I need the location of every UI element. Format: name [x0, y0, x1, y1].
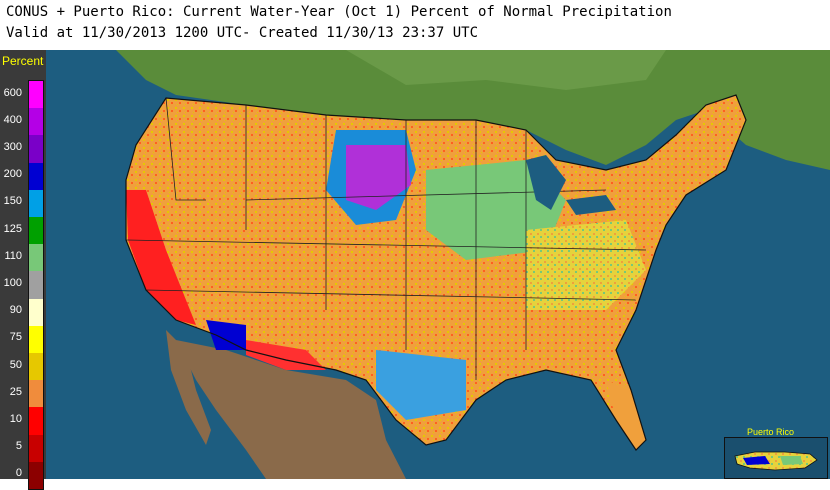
map-title: CONUS + Puerto Rico: Current Water-Year …	[6, 4, 672, 20]
legend-swatch	[29, 244, 43, 272]
legend-swatch	[29, 298, 43, 326]
arizona-wet	[206, 320, 246, 350]
puerto-rico-inset: Puerto Rico	[724, 427, 828, 479]
conus-outline	[125, 94, 747, 451]
legend-swatch	[29, 189, 43, 217]
map-valid-time: Valid at 11/30/2013 1200 UTC- Created 11…	[6, 25, 479, 41]
precip-map	[46, 50, 830, 479]
legend-label: 200	[3, 168, 22, 181]
great-lakes	[526, 155, 616, 215]
baja	[166, 330, 211, 445]
legend-label: 10	[9, 413, 22, 425]
conus	[126, 95, 746, 450]
legend-swatch	[29, 217, 43, 245]
legend-swatch	[29, 162, 43, 190]
canada-north	[346, 50, 666, 90]
legend-label: 125	[3, 222, 22, 235]
legend-label: 100	[3, 277, 22, 289]
percent-legend: Percent 600 400 300 200 150 125 110 100 90 75 50 25…	[0, 50, 46, 490]
east-central	[526, 220, 646, 310]
legend-label: 150	[3, 195, 22, 208]
legend-label: 25	[9, 385, 22, 398]
legend-label: 90	[9, 304, 22, 317]
map-header: CONUS + Puerto Rico: Current Water-Year …	[0, 0, 830, 48]
canada-land	[116, 50, 830, 170]
legend-label: 400	[3, 113, 22, 126]
legend-label: 50	[9, 358, 22, 371]
legend-label: 5	[15, 440, 22, 453]
legend-swatch	[29, 325, 43, 353]
southwest-dry	[246, 340, 326, 370]
legend-swatch	[29, 380, 43, 408]
legend-swatch	[29, 271, 43, 299]
legend-swatch	[29, 353, 43, 381]
northern-plains-max	[346, 145, 411, 210]
legend-swatch	[29, 135, 43, 163]
legend-label: 0	[15, 467, 22, 480]
mexico-land	[176, 340, 406, 479]
legend-label: 75	[9, 331, 22, 344]
legend-label: 300	[3, 141, 22, 153]
legend-label: 600	[3, 86, 22, 99]
legend-swatch	[29, 407, 43, 435]
legend-label: 110	[4, 249, 22, 262]
legend-swatch	[29, 461, 43, 489]
map-canvas	[46, 50, 830, 479]
texas-wet	[376, 350, 466, 420]
california-dry	[126, 190, 196, 325]
inset-title: Puerto Rico	[747, 427, 795, 437]
legend-title: Percent	[2, 54, 44, 68]
florida	[606, 380, 646, 450]
legend-swatch	[29, 434, 43, 462]
puerto-rico-map	[734, 451, 818, 471]
legend-swatch	[29, 81, 43, 109]
legend-color-bar	[28, 80, 44, 490]
legend-swatch	[29, 108, 43, 136]
